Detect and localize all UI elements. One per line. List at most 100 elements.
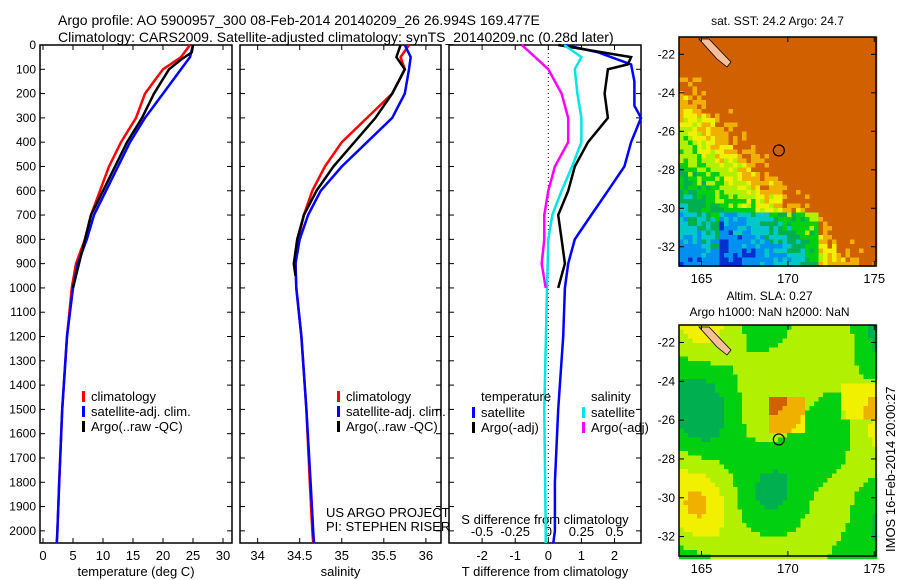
map-cell: [800, 356, 806, 362]
map-cell: [841, 226, 846, 231]
legend-swatch: [337, 406, 340, 417]
map-cell: [751, 383, 756, 389]
map-cell: [841, 149, 846, 155]
map-cell: [737, 478, 743, 483]
map-cell: [859, 190, 864, 195]
map-cell: [760, 554, 765, 560]
map-cell: [706, 343, 711, 348]
map-cell: [827, 145, 833, 150]
map-cell: [706, 217, 711, 222]
map-cell: [791, 77, 797, 83]
map-cell: [710, 392, 716, 398]
map-cell: [868, 230, 873, 236]
map-cell: [728, 203, 734, 209]
map-cell: [692, 113, 698, 119]
map-cell: [800, 82, 806, 87]
map-cell: [760, 428, 765, 434]
map-cell: [787, 113, 792, 119]
map-cell: [823, 437, 828, 443]
map-cell: [805, 41, 810, 47]
map-cell: [859, 100, 864, 105]
map-cell: [854, 248, 860, 254]
map-cell: [751, 356, 756, 362]
map-cell: [868, 226, 873, 231]
map-cell: [764, 451, 770, 456]
map-cell: [832, 244, 837, 249]
map-cell: [769, 73, 774, 78]
map-cell: [836, 95, 842, 101]
map-cell: [827, 37, 833, 42]
map-cell: [710, 248, 716, 254]
map-cell: [818, 401, 824, 407]
map-cell: [688, 428, 693, 434]
map-cell: [836, 401, 842, 407]
map-cell: [800, 217, 806, 222]
map-cell: [859, 199, 864, 204]
map-cell: [710, 212, 716, 218]
map-cell: [836, 136, 842, 141]
map-cell: [787, 199, 792, 204]
map-cell: [683, 532, 689, 537]
legend-swatch: [582, 407, 585, 418]
map-cell: [782, 154, 788, 159]
map-cell: [872, 347, 878, 353]
map-cell: [688, 140, 693, 146]
map-cell: [697, 352, 702, 357]
map-cell: [697, 424, 702, 429]
map-cell: [800, 442, 806, 447]
map-cell: [796, 325, 801, 330]
map-cell: [679, 190, 684, 195]
map-cell: [778, 235, 783, 240]
map-cell: [823, 109, 828, 114]
map-cell: [742, 136, 747, 141]
map-cell: [760, 356, 765, 362]
map-cell: [733, 203, 738, 209]
map-cell: [863, 145, 869, 150]
map-cell: [850, 131, 855, 137]
map-cell: [868, 140, 873, 146]
map-cell: [719, 424, 725, 429]
map-cell: [805, 154, 810, 159]
map-cell: [746, 455, 752, 461]
map-cell: [778, 415, 783, 420]
map-cell: [800, 109, 806, 114]
map-cell: [683, 77, 689, 83]
map-cell: [751, 437, 756, 443]
map-cell: [737, 446, 743, 452]
map-cell: [746, 140, 752, 146]
map-cell: [827, 352, 833, 357]
map-cell: [701, 455, 707, 461]
map-cell: [850, 118, 855, 123]
map-cell: [850, 163, 855, 168]
map-cell: [724, 541, 729, 546]
map-cell: [697, 190, 702, 195]
map-cell: [737, 379, 743, 384]
map-cell: [751, 473, 756, 479]
map-cell: [850, 122, 855, 128]
map-cell: [679, 104, 684, 110]
map-cell: [773, 509, 779, 515]
map-cell: [769, 361, 774, 366]
map-cell: [823, 86, 828, 92]
map-cell: [683, 505, 689, 510]
map-cell: [778, 59, 783, 65]
map-cell: [742, 82, 747, 87]
map-cell: [818, 365, 824, 371]
map-cell: [854, 424, 860, 429]
map-cell: [791, 388, 797, 393]
map-cell: [688, 419, 693, 425]
map-cell: [800, 86, 806, 92]
map-cell: [827, 257, 833, 263]
map-cell: [787, 550, 792, 555]
map-cell: [827, 550, 833, 555]
map-cell: [688, 491, 693, 497]
map-cell: [760, 64, 765, 69]
map-cell: [814, 104, 819, 110]
map-cell: [688, 356, 693, 362]
map-cell: [796, 496, 801, 501]
map-cell: [809, 230, 815, 236]
map-cell: [755, 554, 761, 560]
map-cell: [868, 41, 873, 47]
map-cell: [868, 356, 873, 362]
map-cell: [845, 554, 851, 560]
